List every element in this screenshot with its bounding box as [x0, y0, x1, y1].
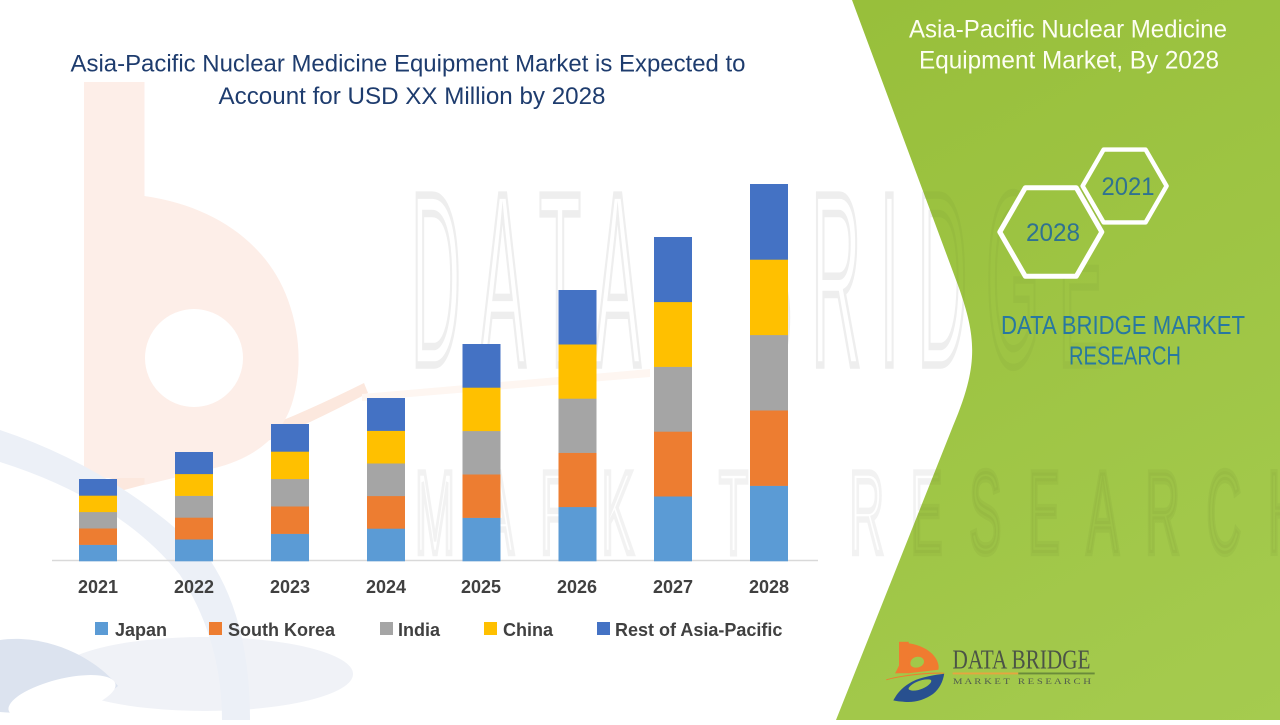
- svg-text:DATA BRIDGE: DATA BRIDGE: [953, 644, 1091, 675]
- svg-text:2028: 2028: [749, 577, 789, 597]
- svg-text:DATA BRIDGE MARKET: DATA BRIDGE MARKET: [1001, 310, 1245, 340]
- svg-text:Asia-Pacific Nuclear Medicine: Asia-Pacific Nuclear Medicine Equipment …: [71, 51, 746, 78]
- svg-text:Equipment Market, By 2028: Equipment Market, By 2028: [919, 47, 1219, 75]
- svg-text:2021: 2021: [78, 577, 118, 597]
- svg-text:India: India: [398, 620, 441, 640]
- svg-text:China: China: [503, 620, 554, 640]
- svg-text:2024: 2024: [366, 577, 406, 597]
- svg-text:Account for USD XX Million by: Account for USD XX Million by 2028: [219, 83, 606, 110]
- svg-text:2023: 2023: [270, 577, 310, 597]
- svg-text:M A R K E T R E S E A R C H: M A R K E T R E S E A R C H: [953, 676, 1091, 686]
- svg-text:RESEARCH: RESEARCH: [1069, 341, 1181, 371]
- svg-text:2027: 2027: [653, 577, 693, 597]
- svg-text:2028: 2028: [1026, 219, 1080, 247]
- svg-text:2021: 2021: [1102, 173, 1155, 201]
- svg-text:Japan: Japan: [115, 620, 167, 640]
- svg-text:South Korea: South Korea: [228, 620, 336, 640]
- svg-text:2025: 2025: [461, 577, 501, 597]
- svg-text:MARKET RESEARCH: MARKET RESEARCH: [415, 447, 1280, 578]
- svg-text:2026: 2026: [557, 577, 597, 597]
- svg-text:Asia-Pacific Nuclear Medicine: Asia-Pacific Nuclear Medicine: [909, 16, 1227, 44]
- svg-text:Rest of Asia-Pacific: Rest of Asia-Pacific: [615, 620, 782, 640]
- svg-text:2022: 2022: [174, 577, 214, 597]
